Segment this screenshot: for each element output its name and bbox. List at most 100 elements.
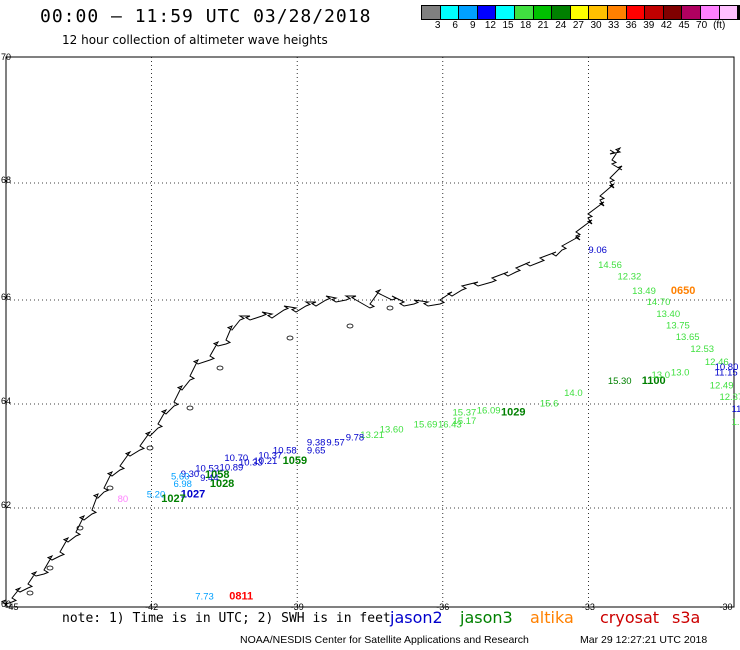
wave-height-label: 80: [118, 494, 129, 505]
timestamp-text: Mar 29 12:27:21 UTC 2018: [580, 634, 708, 646]
legend-label: 24: [555, 20, 567, 31]
legend-label: 45: [678, 20, 690, 31]
pass-time-label: 1029: [501, 406, 525, 418]
wave-height-label: 16.09: [477, 405, 501, 416]
wave-height-label: 13.0: [671, 367, 690, 378]
wave-height-label: 15.17: [453, 416, 477, 427]
wave-height-label: 13.75: [666, 321, 690, 332]
pass-time-label: 1058: [205, 469, 229, 481]
satellite-legend-cryosat: cryosat: [600, 608, 660, 627]
longitude-label: -30: [719, 602, 732, 612]
longitude-label: -33: [582, 602, 595, 612]
legend-label: 6: [452, 20, 458, 31]
legend-label: 30: [590, 20, 602, 31]
wave-height-label: 13.40: [656, 309, 680, 320]
wave-height-label: 12.32: [618, 272, 642, 283]
wave-height-label: 11.15: [715, 367, 738, 378]
legend-label: 42: [660, 20, 672, 31]
pass-time-label: 0811: [229, 591, 253, 603]
wave-height-label: 12.49: [710, 380, 734, 391]
wave-height-label: 10.33: [239, 457, 263, 468]
wave-height-label: 10.53: [195, 464, 219, 475]
credit-text: NOAA/NESDIS Center for Satellite Applica…: [240, 634, 529, 646]
latitude-label: 66: [1, 292, 11, 302]
color-legend-labels: 3 6 9 12 15 18 21 24 27 30 33 36 39 42 45 70 (ft): [421, 20, 740, 34]
footer-note: note: 1) Time is in UTC; 2) SWH is in fe…: [62, 611, 391, 626]
wave-height-label: 10.21: [254, 456, 278, 467]
wave-height-label: 5.60: [171, 471, 190, 482]
pass-time-label: 1059: [283, 455, 307, 467]
island-outline: [286, 335, 294, 341]
wave-height-label: 15.69: [414, 419, 438, 430]
wave-height-label: 10.80: [715, 362, 739, 373]
legend-label: 27: [572, 20, 584, 31]
wave-height-label: 12.53: [690, 344, 714, 355]
legend-label: 70: [696, 20, 708, 31]
wave-height-label: 1.: [732, 417, 740, 428]
satellite-legend-altika: altika: [530, 608, 574, 627]
wave-height-label: 12.37: [719, 392, 740, 403]
legend-label: (ft): [713, 20, 726, 31]
island-outline: [346, 323, 354, 329]
map-title: 00:00 – 11:59 UTC 03/28/2018: [40, 6, 372, 27]
wave-height-label: 10.58: [273, 445, 297, 456]
longitude-label: -45: [5, 602, 18, 612]
wave-height-label: 15.6: [540, 399, 559, 410]
legend-label: 12: [484, 20, 496, 31]
legend-swatch: [737, 5, 740, 20]
latitude-label: 62: [1, 500, 11, 510]
longitude-label: -42: [145, 602, 158, 612]
wave-height-label: 12.46: [705, 357, 729, 368]
wave-height-label: 9.06: [588, 245, 607, 256]
satellite-legend-s3a: s3a: [672, 608, 701, 627]
legend-label: 3: [434, 20, 441, 31]
wave-height-label: 5.20: [147, 490, 166, 501]
wave-height-label: 15.37: [453, 407, 477, 418]
wave-height-label: 13.21: [360, 430, 384, 441]
island-outline: [76, 525, 84, 531]
wave-height-label: 16.43: [438, 419, 462, 430]
pass-time-label: 1027: [161, 493, 185, 505]
island-outline: [386, 305, 394, 311]
latitude-label: 70: [1, 52, 11, 62]
legend-label: 9: [470, 20, 476, 31]
wave-height-label: 10.89: [220, 463, 244, 474]
legend-label: 18: [520, 20, 532, 31]
legend-label: 39: [643, 20, 655, 31]
wave-height-label: 15.30: [608, 376, 632, 387]
wave-height-label: 9.65: [307, 445, 326, 456]
pass-time-label: 1028: [210, 478, 234, 490]
pass-time-label: 1027: [181, 489, 205, 501]
satellite-legend-jason2: jason2: [390, 608, 443, 627]
wave-height-label: 9.30: [181, 469, 200, 480]
color-legend: [421, 5, 740, 20]
latitude-label: 60: [1, 599, 11, 609]
wave-height-label: 14.70: [647, 297, 671, 308]
wave-height-label: 13.60: [380, 425, 404, 436]
legend-label: 33: [608, 20, 620, 31]
satellite-legend-jason3: jason3: [460, 608, 513, 627]
greenland-coastline: [0, 146, 623, 605]
wave-height-label: 14.56: [598, 260, 622, 271]
island-outline: [216, 365, 224, 371]
wave-height-label: 9.57: [326, 438, 345, 449]
map-frame: [5, 56, 735, 608]
wave-height-label: 10.37: [258, 451, 282, 462]
wave-height-label: 14.0: [564, 388, 583, 399]
wave-height-label: 13.65: [676, 332, 700, 343]
wave-height-label: 9.38: [307, 438, 326, 449]
pass-time-label: 0650: [671, 285, 695, 297]
wave-height-label: 7.73: [195, 592, 214, 603]
wave-height-label: 9.44: [200, 473, 219, 484]
longitude-label: -36: [436, 602, 449, 612]
wave-height-label: 10.70: [224, 453, 248, 464]
island-outline: [186, 405, 194, 411]
pass-time-label: 1100: [642, 375, 666, 387]
wave-height-label: 6.98: [173, 479, 192, 490]
island-outline: [46, 565, 54, 571]
wave-height-label: 13.0: [651, 370, 670, 381]
wave-height-label: 9.78: [346, 432, 365, 443]
latitude-label: 64: [1, 396, 11, 406]
island-outline: [106, 485, 114, 491]
